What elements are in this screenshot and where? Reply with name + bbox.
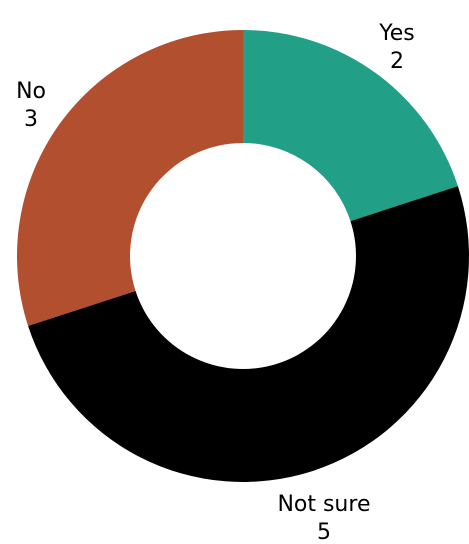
slice-value-yes: 2	[390, 49, 404, 74]
donut-slice-no	[16, 30, 243, 326]
donut-slices	[16, 30, 469, 482]
slice-label-no: No	[16, 79, 46, 104]
slice-label-not-sure: Not sure	[277, 492, 370, 517]
slice-label-yes: Yes	[378, 21, 415, 46]
slice-value-not-sure: 5	[317, 520, 331, 544]
slice-value-no: 3	[24, 107, 38, 132]
slice-labels: Yes 2 Not sure 5 No 3	[16, 21, 415, 544]
donut-slice-not-sure	[28, 186, 469, 482]
donut-slice-yes	[243, 30, 458, 222]
